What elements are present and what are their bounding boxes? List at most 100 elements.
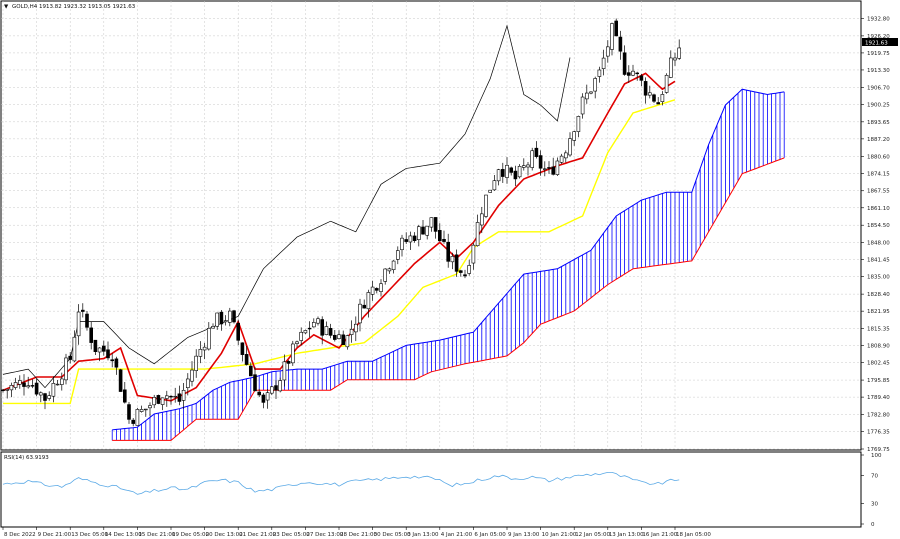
time-tick-label: 8 Dec 2022 (4, 532, 36, 538)
candle-body (488, 189, 493, 193)
candle-body (471, 244, 476, 264)
candle-body (353, 323, 358, 333)
candle-body (509, 167, 514, 173)
price-tick-label: 1861.10 (867, 206, 890, 212)
candle-body (320, 319, 325, 336)
current-price-label: 1921.63 (865, 41, 888, 47)
candle-body (68, 355, 72, 360)
candle-body (38, 392, 43, 396)
candle-body (211, 326, 215, 329)
candle-body (555, 160, 560, 175)
candle-body (563, 152, 568, 159)
candle-body (17, 380, 22, 385)
candle-body (358, 303, 362, 324)
time-tick-label: 30 Dec 05:00 (374, 532, 411, 538)
price-tick-label: 1782.80 (867, 413, 890, 419)
price-tick-label: 1848.00 (867, 240, 890, 246)
candle-body (299, 331, 304, 341)
candle-body (22, 382, 26, 387)
rsi-axis: 100 70 30 0 (861, 453, 882, 528)
time-tick-label: 13 Dec 05:00 (71, 532, 108, 538)
candle-body (253, 374, 257, 392)
candle-body (652, 94, 656, 102)
senkou-span-a-line (112, 88, 785, 431)
price-tick-label: 1880.60 (867, 154, 890, 160)
chart-header: ▼ GOLD,H4 1913.82 1923.32 1913.05 1921.6… (4, 4, 136, 461)
candle-body (148, 405, 152, 409)
price-tick-label: 1841.45 (867, 258, 890, 264)
candle-body (186, 378, 190, 388)
candle-body (160, 397, 165, 405)
chart-menu-icon[interactable]: ▼ (4, 4, 9, 10)
price-tick-label: 1808.90 (867, 344, 890, 350)
candle-body (102, 345, 106, 352)
candle-body (542, 168, 547, 170)
candle-body (526, 164, 530, 168)
candle-body (257, 391, 262, 396)
candle-body (631, 70, 635, 76)
time-tick-label: 12 Jan 05:00 (575, 532, 610, 538)
candle-body (139, 409, 144, 412)
time-tick-label: 13 Jan 13:00 (609, 532, 644, 538)
time-tick-label: 27 Dec 13:00 (306, 532, 343, 538)
candle-body (673, 57, 677, 61)
candle-body (156, 395, 161, 404)
candle-body (383, 268, 388, 282)
candle-body (656, 102, 661, 105)
chikou-span-line (2, 24, 571, 389)
candle-body (316, 318, 320, 324)
candle-body (442, 238, 446, 242)
candle-body (34, 382, 39, 395)
rsi-tick-label: 70 (871, 474, 878, 480)
price-tick-label: 1795.85 (867, 378, 890, 384)
candle-body (177, 393, 182, 402)
candle-body (135, 409, 140, 426)
price-tick-label: 1867.55 (867, 189, 890, 195)
candle-body (76, 311, 81, 337)
candle-body (446, 241, 451, 262)
rsi-tick-label: 100 (871, 453, 882, 459)
candle-body (387, 268, 392, 272)
candle-body (106, 349, 110, 359)
candle-body (228, 310, 232, 323)
price-tick-label: 1815.35 (867, 327, 890, 333)
candle-body (589, 91, 593, 94)
candle-body (207, 328, 211, 350)
candle-body (26, 385, 31, 388)
candle-body (492, 180, 497, 191)
time-tick-label: 15 Dec 21:00 (138, 532, 175, 538)
candle-body (425, 225, 430, 236)
candle-body (131, 419, 135, 424)
candle-body (433, 217, 438, 232)
candle-body (597, 69, 602, 77)
candle-body (5, 389, 9, 391)
candle-body (332, 334, 337, 340)
candle-body (215, 312, 219, 327)
candle-body (400, 237, 404, 251)
candle-body (622, 52, 627, 75)
candle-body (601, 57, 606, 69)
price-tick-label: 1802.45 (867, 361, 890, 367)
price-tick-label: 1835.00 (867, 275, 890, 281)
candle-body (127, 404, 131, 420)
candle-body (47, 395, 52, 399)
time-tick-label: 6 Jan 05:00 (474, 532, 506, 538)
indicator-panel-frame (0, 451, 862, 528)
candle-body (521, 165, 526, 168)
candle-body (614, 20, 619, 37)
candle-body (647, 92, 652, 96)
candle-body (626, 72, 631, 76)
candle-body (144, 408, 148, 411)
candle-body (51, 383, 56, 397)
candle-body (72, 336, 77, 362)
candle-body (408, 235, 413, 243)
price-tick-label: 1913.30 (867, 68, 890, 74)
candle-body (232, 310, 236, 323)
candle-body (475, 222, 480, 247)
candle-body (181, 389, 186, 401)
candle-body (391, 260, 396, 271)
price-tick-label: 1789.40 (867, 395, 890, 401)
candle-body (551, 166, 556, 175)
candle-body (223, 320, 228, 323)
